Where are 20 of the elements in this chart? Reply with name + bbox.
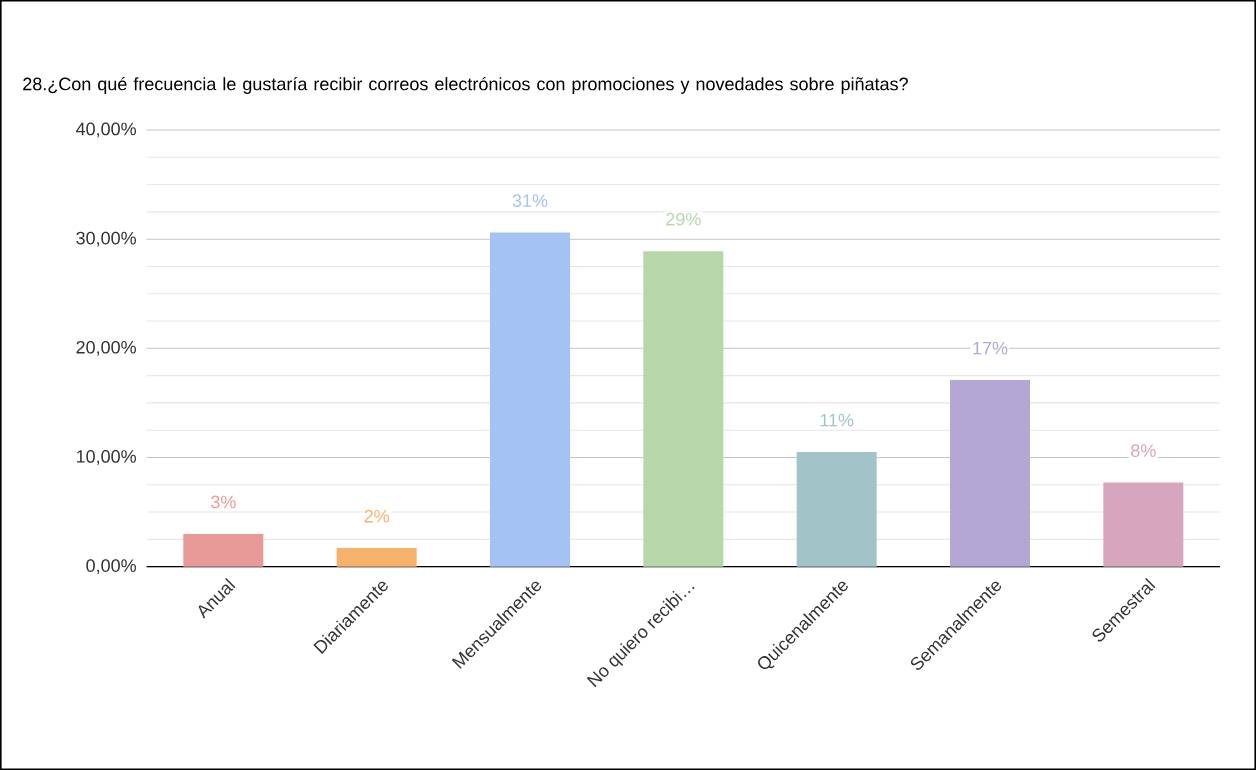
- y-tick-label: 40,00%: [76, 122, 136, 138]
- data-label: 3%: [211, 495, 236, 509]
- bar: [950, 379, 1030, 567]
- bar: [796, 452, 877, 567]
- bar: [490, 232, 571, 567]
- data-label: 8%: [1131, 444, 1156, 457]
- y-tick-label: 0,00%: [86, 559, 136, 575]
- chart-title: 28.¿Con qué frecuencia le gustaría recibir correos electrónicos con promociones y novedades sobre piñatas?: [23, 76, 908, 94]
- bar: [643, 251, 724, 567]
- bar: [1103, 482, 1184, 567]
- bar: [336, 548, 417, 567]
- y-tick-label: 10,00%: [76, 450, 136, 465]
- data-label: 2%: [364, 509, 390, 523]
- y-tick-label: 20,00%: [76, 340, 136, 356]
- data-label: 31%: [512, 194, 548, 207]
- y-tick-label: 30,00%: [76, 231, 136, 247]
- bar: [183, 533, 264, 567]
- data-label: 29%: [666, 212, 701, 226]
- data-label: 11%: [820, 413, 854, 427]
- data-label: 17%: [973, 341, 1008, 355]
